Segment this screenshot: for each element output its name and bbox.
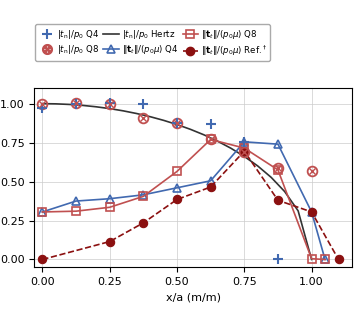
Legend: $|t_{\rm n}|/p_0$ Q4, $|t_{\rm n}|/p_0$ Q8, $|t_{\rm n}|/p_0$ Hertz, $\|\mathbf{: $|t_{\rm n}|/p_0$ Q4, $|t_{\rm n}|/p_0$ …	[35, 24, 270, 61]
X-axis label: x/a (m/m): x/a (m/m)	[166, 293, 221, 303]
